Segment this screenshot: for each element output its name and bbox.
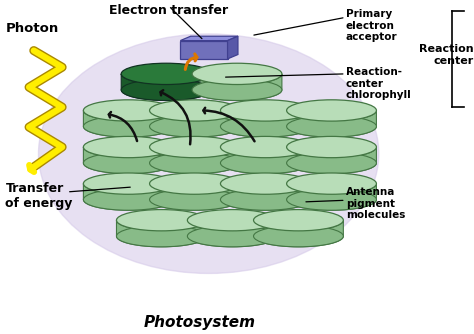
Ellipse shape — [220, 136, 310, 158]
Polygon shape — [220, 184, 310, 210]
Polygon shape — [83, 111, 173, 137]
Ellipse shape — [150, 173, 239, 194]
Ellipse shape — [38, 34, 379, 274]
Ellipse shape — [287, 136, 376, 158]
Ellipse shape — [150, 152, 239, 174]
Polygon shape — [150, 111, 239, 137]
Ellipse shape — [220, 152, 310, 174]
Text: Photosystem: Photosystem — [143, 315, 255, 330]
Polygon shape — [287, 184, 376, 210]
Polygon shape — [192, 74, 282, 101]
Ellipse shape — [150, 100, 239, 121]
Ellipse shape — [150, 116, 239, 137]
Ellipse shape — [83, 173, 173, 194]
Polygon shape — [187, 220, 277, 247]
Ellipse shape — [287, 100, 376, 121]
Ellipse shape — [220, 189, 310, 210]
Ellipse shape — [192, 79, 282, 101]
Polygon shape — [83, 147, 173, 174]
Ellipse shape — [83, 152, 173, 174]
Polygon shape — [228, 36, 238, 59]
Ellipse shape — [83, 136, 173, 158]
Polygon shape — [150, 184, 239, 210]
Ellipse shape — [287, 189, 376, 210]
Ellipse shape — [187, 225, 277, 247]
Ellipse shape — [192, 63, 282, 85]
Polygon shape — [83, 184, 173, 210]
Text: Primary
electron
acceptor: Primary electron acceptor — [346, 9, 397, 42]
Text: Electron transfer: Electron transfer — [109, 4, 228, 17]
Text: Antenna
pigment
molecules: Antenna pigment molecules — [346, 187, 405, 220]
Ellipse shape — [83, 100, 173, 121]
Ellipse shape — [121, 63, 211, 85]
Polygon shape — [287, 147, 376, 174]
Ellipse shape — [187, 209, 277, 231]
Ellipse shape — [254, 225, 343, 247]
Polygon shape — [180, 41, 228, 59]
Ellipse shape — [220, 116, 310, 137]
Ellipse shape — [287, 152, 376, 174]
Text: Transfer
of energy: Transfer of energy — [5, 182, 73, 210]
Polygon shape — [117, 220, 206, 247]
Ellipse shape — [220, 100, 310, 121]
Polygon shape — [220, 147, 310, 174]
Ellipse shape — [117, 209, 206, 231]
Text: Reaction
center: Reaction center — [419, 44, 474, 65]
Ellipse shape — [254, 209, 343, 231]
Polygon shape — [254, 220, 343, 247]
Ellipse shape — [220, 173, 310, 194]
Ellipse shape — [117, 225, 206, 247]
Ellipse shape — [287, 173, 376, 194]
Text: Photon: Photon — [5, 22, 59, 35]
Ellipse shape — [121, 79, 211, 101]
Ellipse shape — [287, 116, 376, 137]
Ellipse shape — [83, 116, 173, 137]
Ellipse shape — [150, 189, 239, 210]
Polygon shape — [287, 111, 376, 137]
Polygon shape — [220, 111, 310, 137]
Polygon shape — [180, 36, 238, 41]
Polygon shape — [150, 147, 239, 174]
Polygon shape — [121, 74, 211, 101]
Text: Reaction-
center
chlorophyll: Reaction- center chlorophyll — [346, 67, 411, 101]
Ellipse shape — [83, 189, 173, 210]
Ellipse shape — [150, 136, 239, 158]
